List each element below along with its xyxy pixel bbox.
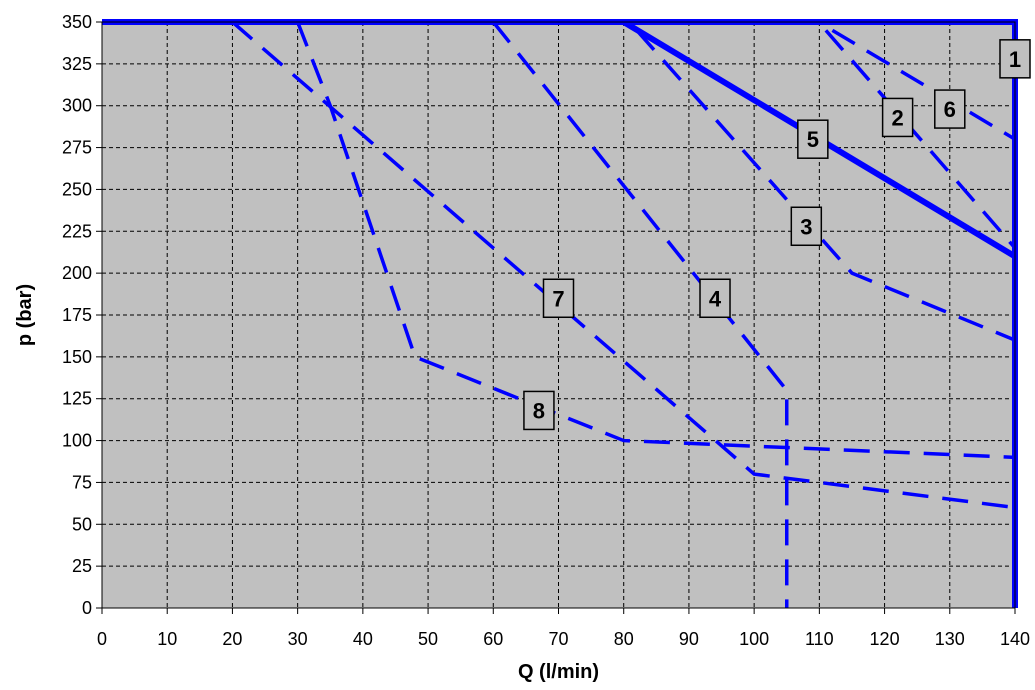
x-tick-label: 40 <box>353 629 373 649</box>
y-tick-label: 250 <box>62 179 92 199</box>
series-line-8 <box>296 21 1016 460</box>
line-label-text: 8 <box>533 398 545 423</box>
line-label-box <box>999 39 1031 79</box>
line-label-1: 1 <box>999 39 1031 79</box>
line-label-2: 2 <box>881 97 914 138</box>
x-tick-label: 0 <box>97 629 107 649</box>
line-label-6: 6 <box>934 89 966 129</box>
line-label-text: 5 <box>807 127 819 152</box>
line-label-box <box>881 97 914 138</box>
y-tick-label: 150 <box>62 347 92 367</box>
x-tick-label: 120 <box>870 629 900 649</box>
line-label-5: 5 <box>797 119 829 159</box>
y-ticks: 0 25 50 75 100 125 150 175 200 225 250 275 300 325 350 <box>62 12 102 618</box>
y-tick-label: 125 <box>62 389 92 409</box>
y-tick-label: 175 <box>62 305 92 325</box>
line-label-3: 3 <box>790 206 823 247</box>
y-tick-label: 275 <box>62 138 92 158</box>
x-tick-label: 100 <box>739 629 769 649</box>
line-label-text: 3 <box>800 214 812 239</box>
line-label-8: 8 <box>523 390 555 431</box>
line-label-text: 4 <box>709 286 722 311</box>
y-tick-label: 0 <box>82 598 92 618</box>
line-label-box <box>797 119 829 159</box>
x-tick-label: 130 <box>935 629 965 649</box>
y-axis-title: p (bar) <box>14 284 36 346</box>
series-line-7 <box>231 20 1016 510</box>
y-tick-label: 350 <box>62 12 92 32</box>
series-line-6 <box>831 28 1016 141</box>
y-tick-label: 75 <box>72 472 92 492</box>
y-tick-label: 325 <box>62 54 92 74</box>
y-tick-label: 100 <box>62 431 92 451</box>
line-label-text: 6 <box>944 97 956 122</box>
line-label-text: 1 <box>1009 47 1021 72</box>
x-tick-label: 30 <box>288 629 308 649</box>
line-label-text: 2 <box>891 105 903 130</box>
line-label-box <box>542 278 575 319</box>
line-labels: 1 2 3 4 5 6 7 8 <box>523 39 1031 431</box>
y-tick-label: 25 <box>72 556 92 576</box>
x-ticks: 0 10 20 30 40 50 60 70 80 90 100 110 120 130 140 <box>97 608 1030 649</box>
line-label-text: 7 <box>552 286 564 311</box>
x-tick-label: 50 <box>418 629 438 649</box>
line-label-box <box>790 206 823 247</box>
y-tick-label: 225 <box>62 221 92 241</box>
line-label-4: 4 <box>699 278 731 319</box>
line-label-7: 7 <box>542 278 575 319</box>
line-label-box <box>699 278 731 319</box>
y-tick-label: 200 <box>62 263 92 283</box>
x-axis-title: Q (l/min) <box>518 661 599 683</box>
series-line-3 <box>635 29 1016 342</box>
series-line-2 <box>824 29 1017 250</box>
x-tick-label: 10 <box>157 629 177 649</box>
x-tick-label: 90 <box>679 629 699 649</box>
line-label-box <box>934 89 966 129</box>
x-tick-label: 110 <box>805 629 834 649</box>
y-tick-label: 50 <box>72 514 92 534</box>
line-label-box <box>523 390 555 431</box>
y-tick-label: 300 <box>62 96 92 116</box>
x-tick-label: 20 <box>222 629 242 649</box>
series-line-4 <box>491 20 789 608</box>
x-tick-label: 60 <box>483 629 503 649</box>
x-tick-label: 70 <box>548 629 568 649</box>
x-tick-label: 80 <box>614 629 634 649</box>
x-tick-label: 140 <box>1000 629 1030 649</box>
